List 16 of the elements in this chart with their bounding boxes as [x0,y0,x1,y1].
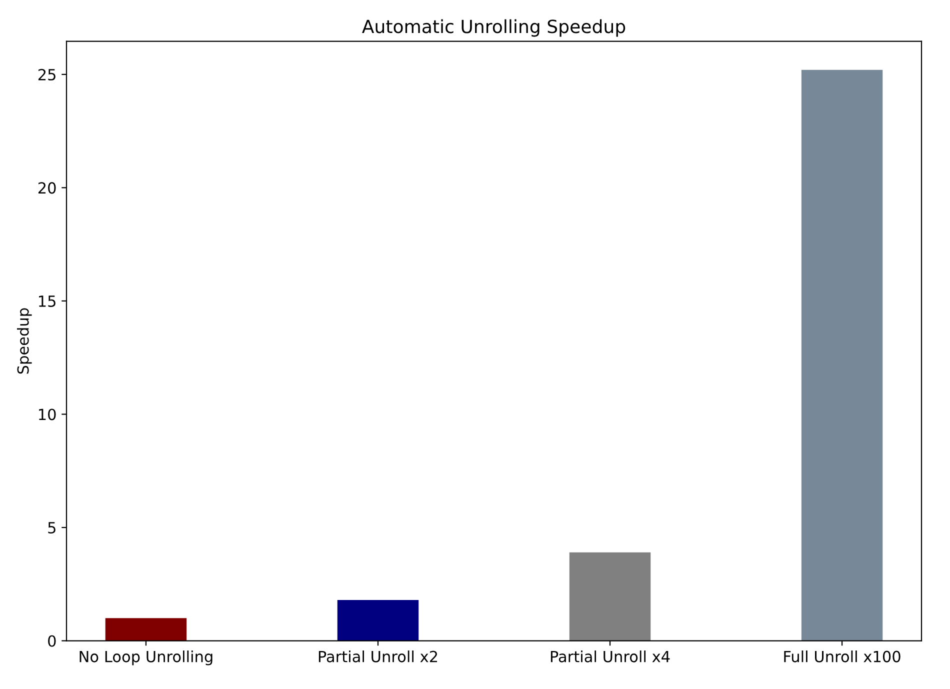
chart-title: Automatic Unrolling Speedup [362,19,626,37]
y-axis-title: Speedup [16,308,32,374]
y-tick-label: 5 [48,522,56,534]
y-tick-label: 25 [38,68,56,80]
y-tick-label: 20 [38,182,56,194]
bar [801,70,883,641]
x-tick-label: Partial Unroll x2 [318,650,438,662]
y-tick-label: 15 [39,296,56,307]
y-tick-label: 0 [48,635,56,647]
bar [337,600,419,641]
y-tick-label: 10 [39,408,56,420]
bar [105,618,187,641]
x-tick-label: Partial Unroll x4 [550,650,670,662]
bar [569,552,651,641]
x-tick-label: Full Unroll x100 [784,650,900,662]
x-tick-label: No Loop Unrolling [80,650,212,666]
